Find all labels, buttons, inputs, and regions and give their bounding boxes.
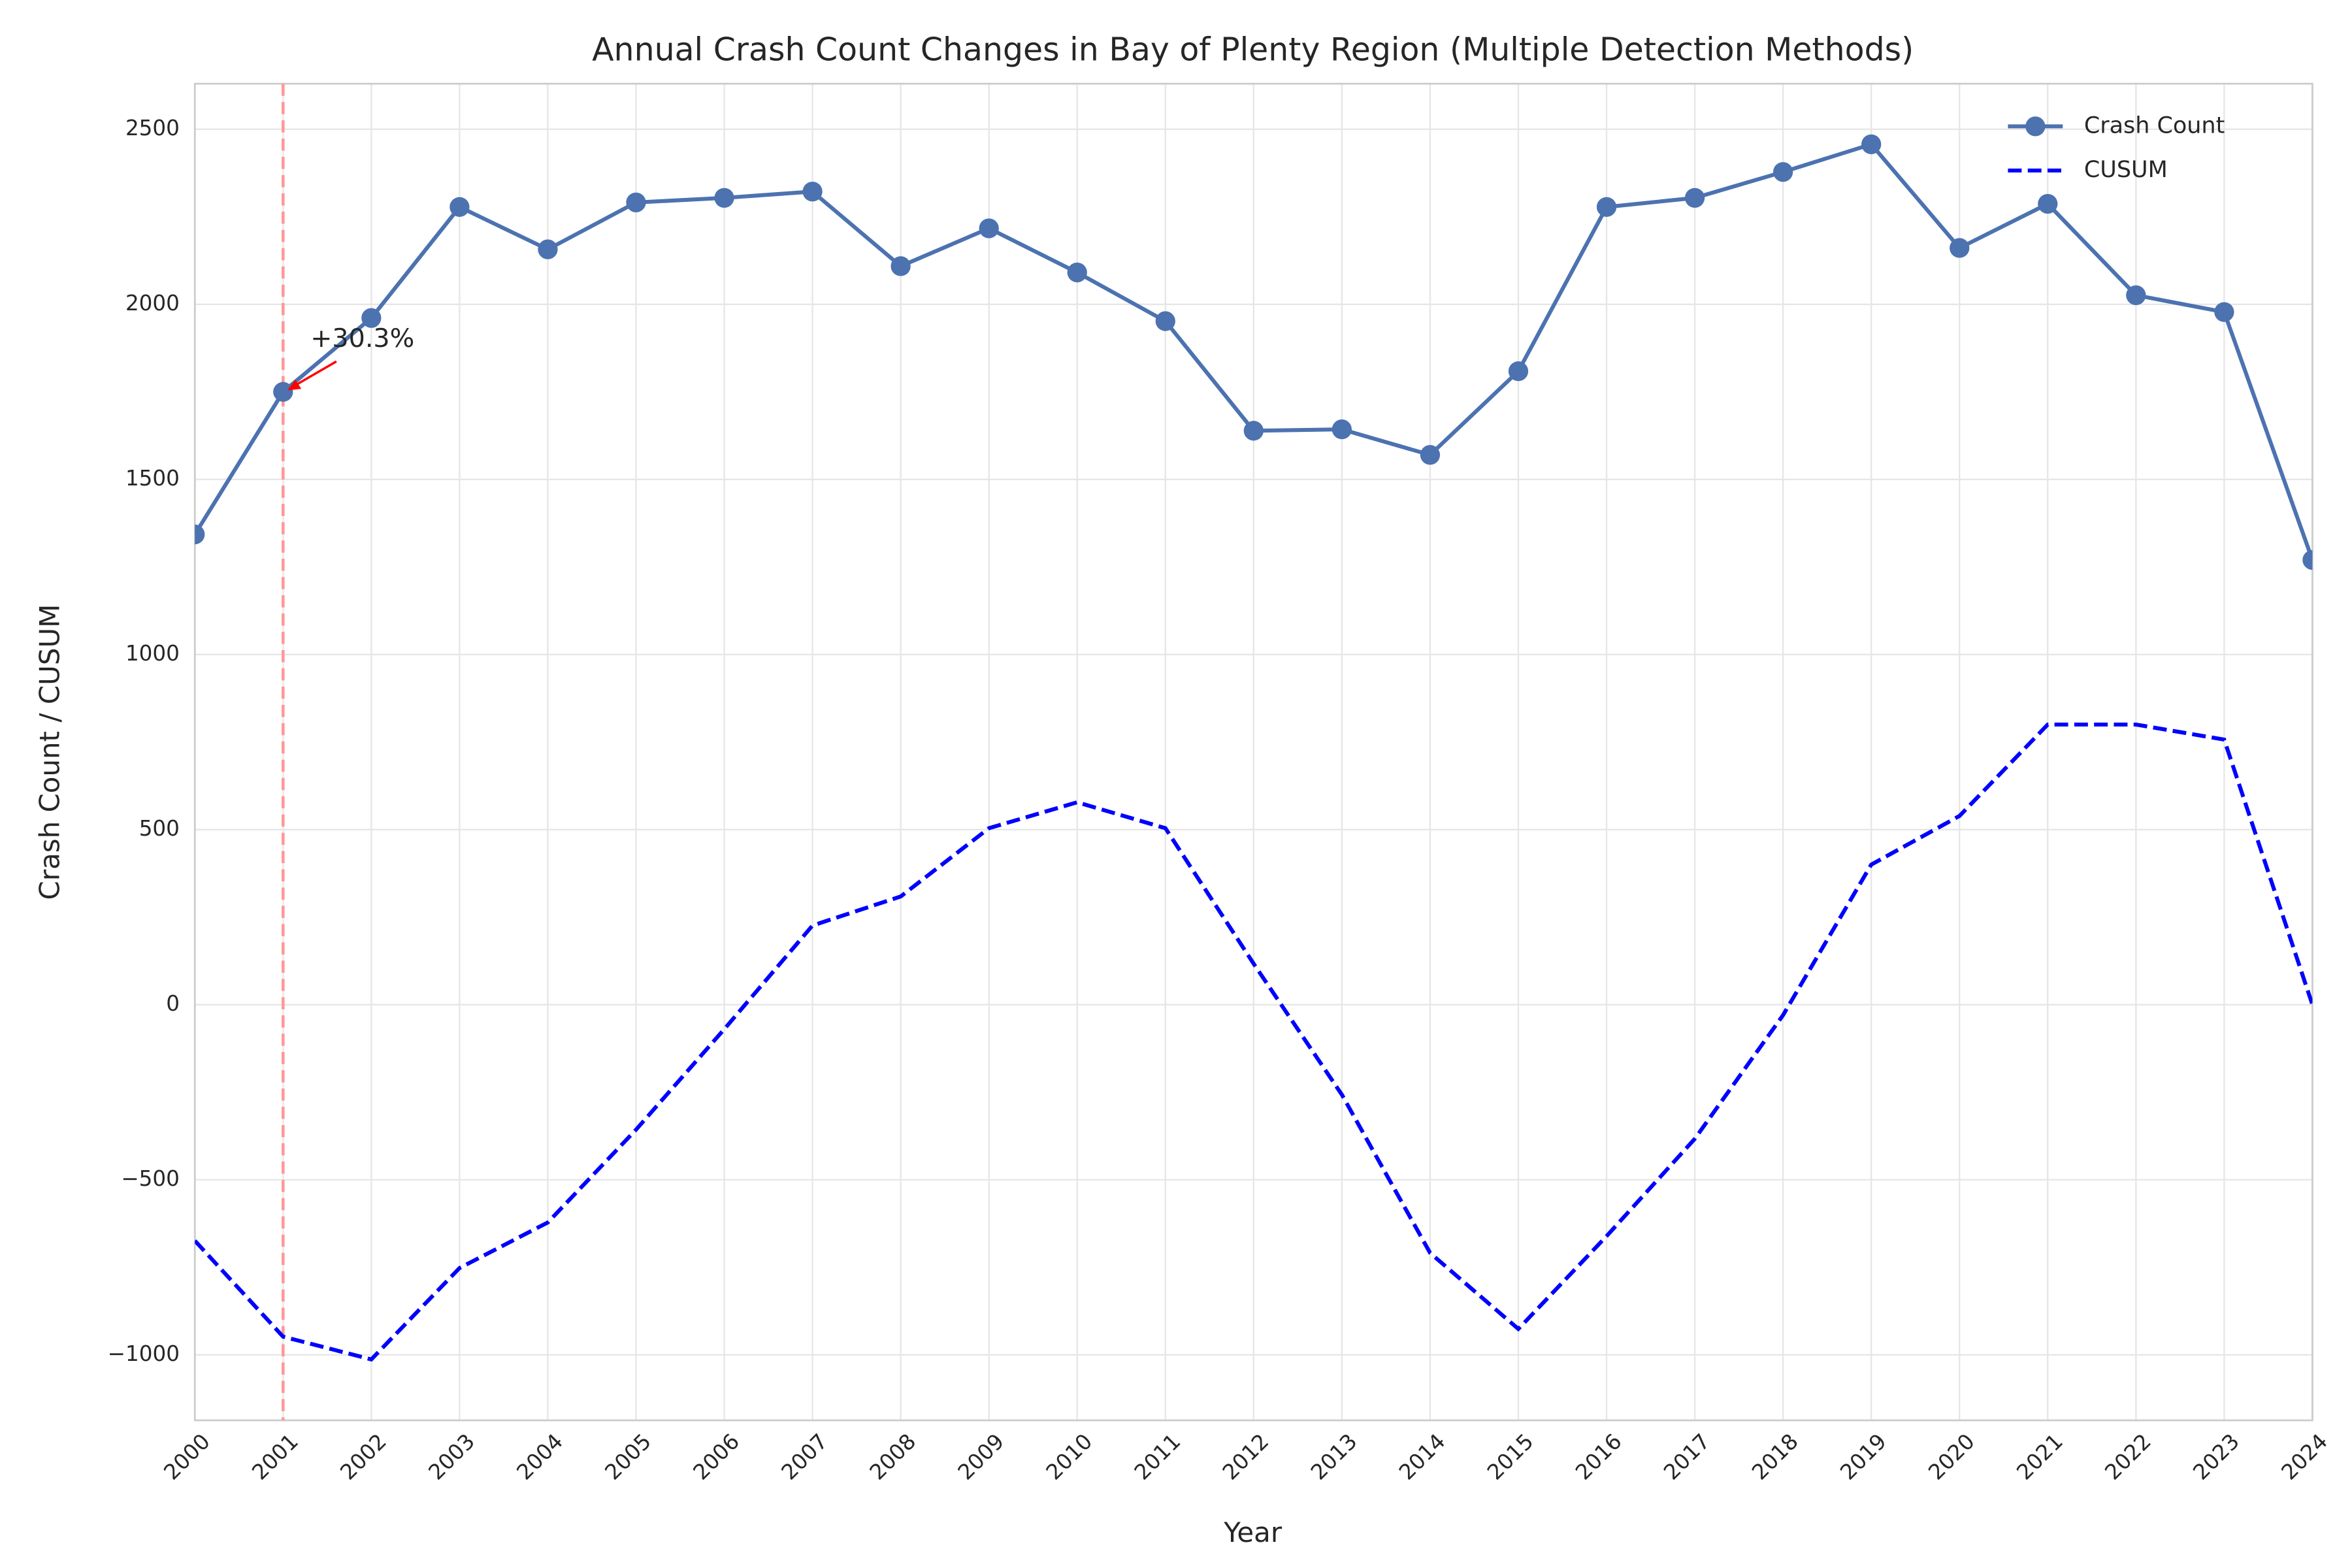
data-point bbox=[714, 188, 734, 208]
data-point bbox=[1684, 188, 1705, 208]
x-axis-label: Year bbox=[1223, 1516, 1282, 1548]
annotation: +30.3% bbox=[310, 323, 414, 353]
data-point bbox=[449, 197, 470, 217]
data-point bbox=[2302, 549, 2313, 570]
data-point bbox=[2214, 302, 2234, 322]
data-point bbox=[1950, 238, 1970, 258]
series-line bbox=[195, 722, 2313, 1362]
chart-title: Annual Crash Count Changes in Bay of Ple… bbox=[592, 31, 1914, 69]
plot-frame bbox=[193, 82, 2313, 1422]
data-point bbox=[890, 256, 911, 276]
data-point bbox=[1420, 445, 1441, 465]
legend-marker bbox=[2025, 116, 2046, 137]
data-point bbox=[361, 308, 382, 328]
data-point bbox=[1331, 419, 1352, 440]
data-point bbox=[2126, 285, 2146, 306]
data-point bbox=[1596, 197, 1617, 217]
data-point bbox=[1243, 421, 1264, 441]
data-point bbox=[1155, 311, 1175, 331]
y-tick-label: −500 bbox=[121, 1166, 180, 1191]
data-point bbox=[979, 218, 999, 238]
data-point bbox=[1861, 134, 1882, 155]
data-point bbox=[1508, 361, 1529, 382]
y-tick-label: 2500 bbox=[125, 116, 180, 140]
data-point bbox=[195, 524, 205, 545]
y-axis-label: Crash Count / CUSUM bbox=[34, 604, 66, 900]
y-tick-label: 1500 bbox=[125, 466, 180, 491]
y-tick-label: −1000 bbox=[108, 1341, 180, 1366]
y-tick-label: 500 bbox=[139, 816, 180, 841]
y-tick-label: 0 bbox=[166, 991, 180, 1016]
legend-label: CUSUM bbox=[2084, 157, 2168, 183]
data-point bbox=[802, 182, 823, 202]
data-point bbox=[2038, 193, 2058, 214]
data-point bbox=[1067, 262, 1087, 283]
data-point bbox=[1772, 162, 1793, 182]
annotation-arrowhead bbox=[287, 380, 302, 391]
data-point bbox=[626, 192, 646, 212]
legend-label: Crash Count bbox=[2084, 112, 2225, 139]
y-tick-label: 1000 bbox=[125, 641, 180, 666]
y-tick-label: 2000 bbox=[125, 291, 180, 316]
data-point bbox=[273, 382, 293, 402]
data-point bbox=[538, 239, 558, 259]
